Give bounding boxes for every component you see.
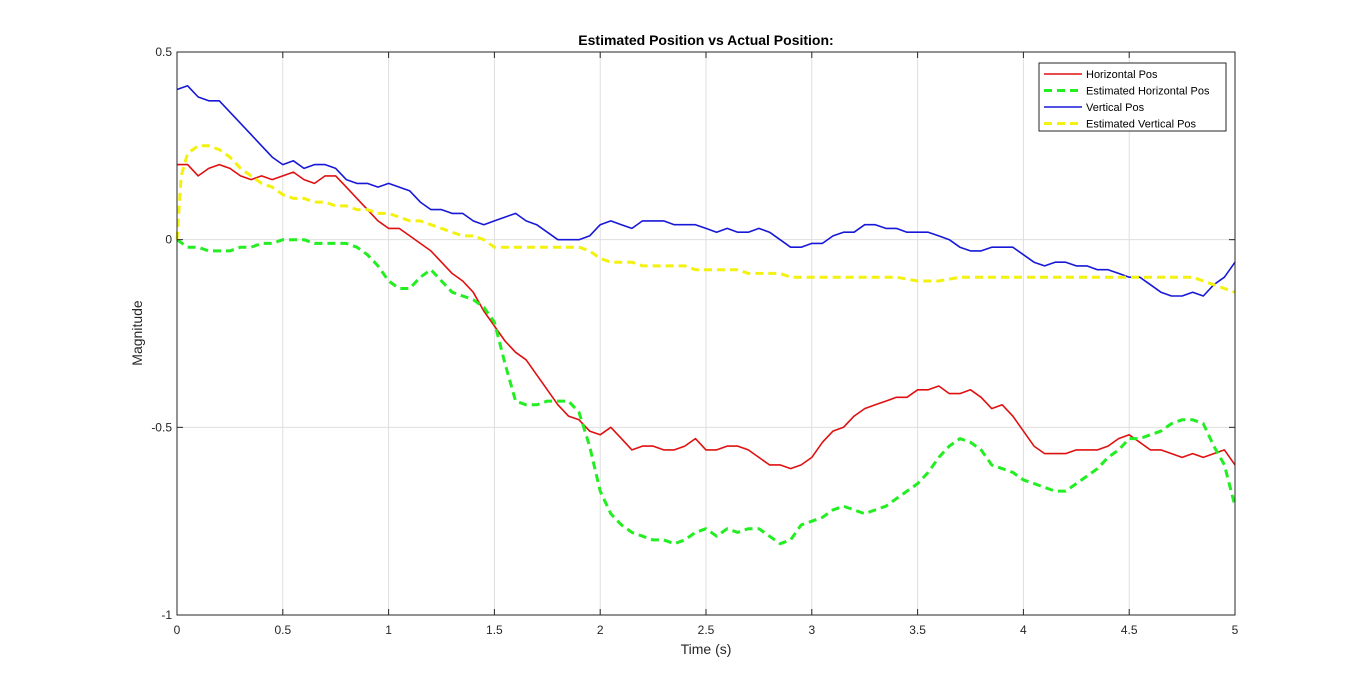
x-tick-label: 1 bbox=[385, 623, 392, 637]
series-line-0 bbox=[177, 163, 1236, 470]
series-lines bbox=[175, 85, 1237, 546]
legend: Horizontal Pos Estimated Horizontal Pos Ve… bbox=[1038, 62, 1227, 132]
y-tick-label: -0.5 bbox=[151, 420, 172, 434]
x-tick-label: 0 bbox=[174, 623, 181, 637]
y-tick-label: 0.5 bbox=[155, 45, 172, 59]
axis-ticks: 0 0.5 1 1.5 2 2.5 3 3.5 4 4.5 5 -1 -0.5 0 0.5 bbox=[151, 45, 1238, 637]
legend-label: Estimated Vertical Pos bbox=[1086, 119, 1197, 131]
series-line-3 bbox=[175, 144, 1236, 294]
series-line-2 bbox=[176, 85, 1236, 297]
x-tick-label: 2 bbox=[597, 623, 604, 637]
x-tick-label: 5 bbox=[1232, 623, 1239, 637]
x-tick-label: 0.5 bbox=[274, 623, 291, 637]
legend-items: Horizontal Pos Estimated Horizontal Pos Ve… bbox=[1044, 69, 1210, 131]
x-axis-label: Time (s) bbox=[681, 641, 732, 657]
x-tick-label: 4 bbox=[1020, 623, 1027, 637]
chart-title: Estimated Position vs Actual Position: bbox=[578, 32, 833, 48]
x-tick-label: 1.5 bbox=[486, 623, 503, 637]
x-tick-label: 2.5 bbox=[698, 623, 715, 637]
legend-label: Vertical Pos bbox=[1086, 102, 1145, 114]
y-tick-label: -1 bbox=[161, 608, 172, 622]
legend-label: Estimated Horizontal Pos bbox=[1086, 86, 1210, 98]
x-tick-label: 3 bbox=[808, 623, 815, 637]
y-tick-label: 0 bbox=[165, 233, 172, 247]
x-tick-label: 4.5 bbox=[1121, 623, 1138, 637]
legend-label: Horizontal Pos bbox=[1086, 69, 1158, 81]
y-axis-label: Magnitude bbox=[129, 300, 145, 366]
x-tick-label: 3.5 bbox=[909, 623, 926, 637]
series-line-1 bbox=[176, 238, 1237, 546]
